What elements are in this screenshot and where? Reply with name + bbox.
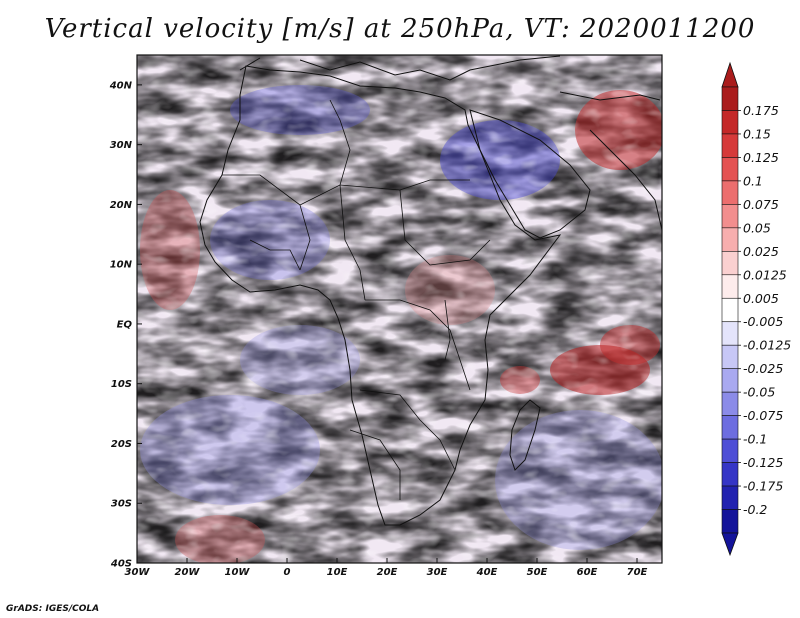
colorbar-segment	[721, 509, 739, 534]
colorbar-segment	[721, 251, 739, 276]
x-tick-label: 20W	[175, 567, 201, 578]
y-tick-label: 30N	[110, 140, 133, 151]
colorbar-label: 0.05	[743, 220, 771, 235]
y-tick-label: 40N	[109, 80, 133, 91]
y-tick-label: EQ	[117, 319, 133, 330]
colorbar-label: -0.075	[743, 408, 783, 423]
y-axis: 40N 30N 20N 10N EQ 10S 20S 30S 40S	[109, 80, 142, 570]
colorbar-segment	[721, 462, 739, 487]
y-tick-label: 40S	[110, 559, 132, 570]
colorbar-segment	[721, 86, 739, 111]
colorbar-segment	[721, 368, 739, 393]
colorbar-label: -0.0125	[743, 338, 791, 353]
india-coastline	[589, 129, 662, 231]
colorbar-label: 0.0125	[743, 267, 787, 282]
colorbar-label: -0.125	[743, 455, 783, 470]
country-borders	[222, 99, 491, 500]
colorbar-label: -0.005	[743, 314, 783, 329]
colorbar-segment	[721, 391, 739, 416]
x-tick-label: 10W	[225, 567, 251, 578]
colorbar-over-arrow	[721, 61, 739, 88]
colorbar-under-arrow	[721, 532, 739, 557]
colorbar-label: -0.025	[743, 361, 783, 376]
x-tick-label: 30W	[125, 567, 151, 578]
colorbar-segment	[721, 274, 739, 299]
x-tick-label: 0	[284, 567, 291, 578]
colorbar-segment	[721, 485, 739, 510]
colorbar-segment	[721, 227, 739, 252]
colorbar-label: -0.1	[743, 432, 767, 447]
colorbar-segment	[721, 321, 739, 346]
y-tick-label: 20N	[110, 200, 133, 211]
y-tick-label: 10N	[110, 260, 133, 271]
x-tick-label: 30E	[427, 567, 448, 578]
colorbar-label: 0.005	[743, 291, 779, 306]
colorbar-segment	[721, 110, 739, 135]
colorbar-label: 0.175	[743, 103, 779, 118]
colorbar-label: 0.15	[743, 126, 771, 141]
colorbar-segment	[721, 157, 739, 182]
colorbar-label: 0.025	[743, 244, 779, 259]
colorbar-segment	[721, 415, 739, 440]
credit-text: GrADS: IGES/COLA	[6, 604, 100, 614]
colorbar: 0.175 0.15 0.125 0.1 0.075 0.05 0.025 0.0125 0.0…	[721, 61, 791, 557]
madagascar-coastline	[509, 399, 541, 471]
africa-coastline	[199, 65, 562, 526]
coastlines	[199, 55, 662, 526]
x-tick-label: 60E	[577, 567, 598, 578]
colorbar-segment	[721, 297, 739, 323]
map-title: Vertical velocity [m/s] at 250hPa, VT: 2…	[44, 14, 756, 44]
colorbar-label: 0.075	[743, 197, 779, 212]
x-tick-label: 70E	[627, 567, 648, 578]
colorbar-segment	[721, 438, 739, 463]
arabia-coastline	[469, 109, 591, 239]
x-axis: 30W 20W 10W 0 10E 20E 30E 40E 50E 60E 70E	[125, 558, 648, 578]
colorbar-label: 0.125	[743, 150, 779, 165]
x-tick-label: 40E	[476, 567, 498, 578]
colorbar-segment	[721, 133, 739, 158]
y-tick-label: 10S	[111, 379, 132, 390]
colorbar-label: 0.1	[743, 173, 763, 188]
y-tick-label: 20S	[111, 439, 132, 450]
colorbar-segment	[721, 344, 739, 369]
colorbar-label: -0.175	[743, 479, 783, 494]
y-tick-label: 30S	[111, 499, 132, 510]
x-tick-label: 20E	[377, 567, 398, 578]
x-tick-label: 10E	[327, 567, 348, 578]
europe-coastline	[239, 55, 661, 101]
velocity-field	[137, 55, 662, 563]
colorbar-segment	[721, 180, 739, 205]
plot-frame	[136, 54, 663, 564]
colorbar-label: -0.05	[743, 385, 775, 400]
colorbar-segment	[721, 204, 739, 229]
x-tick-label: 50E	[527, 567, 548, 578]
colorbar-label: -0.2	[743, 502, 767, 517]
